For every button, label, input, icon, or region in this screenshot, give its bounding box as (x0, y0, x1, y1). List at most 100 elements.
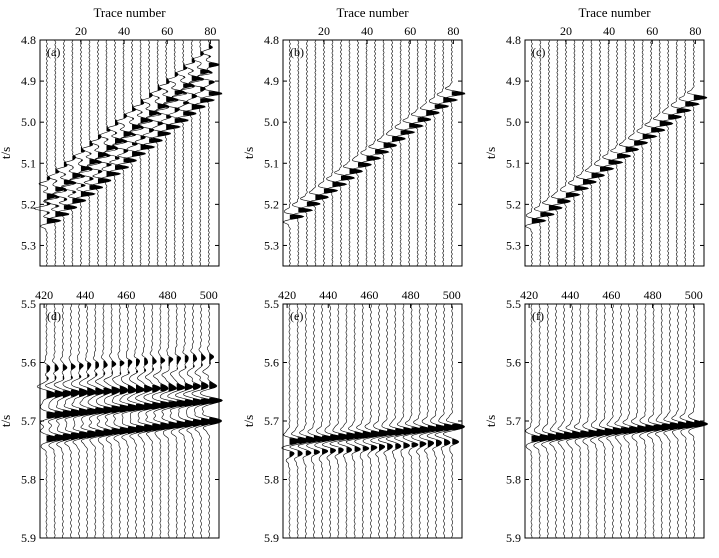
trace-fill (106, 145, 118, 151)
trace-fill (46, 390, 57, 399)
trace-fill (166, 124, 181, 130)
trace-10 (360, 39, 382, 267)
trace-7 (86, 303, 110, 539)
trace-fill (191, 75, 202, 81)
trace-19 (678, 39, 700, 267)
trace-11 (368, 39, 390, 267)
trace-fill (608, 159, 623, 165)
trace-fill (531, 218, 546, 224)
trace-fill (80, 191, 96, 197)
y-axis-title: t/s (241, 415, 256, 427)
y-tick-label: 5.2 (21, 197, 36, 211)
trace-fill (676, 108, 691, 114)
x-tick-label: 60 (646, 24, 658, 38)
y-tick-label: 5.2 (264, 197, 279, 211)
trace-3 (53, 303, 77, 539)
trace-fill (54, 390, 66, 398)
trace-17 (167, 303, 191, 539)
x-tick-label: 440 (76, 288, 94, 302)
trace-12 (127, 39, 156, 267)
trace-fill (645, 424, 659, 432)
trace-fill (106, 171, 121, 177)
trace-8 (94, 39, 122, 267)
trace-4 (62, 303, 85, 539)
trace-1 (33, 39, 62, 267)
trace-7 (334, 39, 355, 267)
trace-fill (298, 207, 313, 213)
trace-fill (596, 429, 610, 437)
y-tick-label: 5.9 (21, 531, 36, 545)
y-axis-title: t/s (483, 415, 498, 427)
trace-fill (132, 142, 138, 146)
trace-16 (162, 39, 189, 267)
trace-fill (192, 354, 197, 362)
trace-fill (152, 402, 166, 410)
trace-6 (568, 39, 590, 267)
trace-5 (559, 39, 581, 267)
x-tick-label: 20 (75, 24, 87, 38)
y-tick-label: 5.6 (21, 356, 36, 370)
trace-17 (170, 39, 197, 267)
trace-fill (395, 443, 401, 449)
trace-fill (132, 124, 143, 130)
x-axis-title: Trace number (336, 5, 409, 20)
trace-9 (101, 39, 129, 267)
trace-8 (342, 39, 364, 267)
panel-label: (e) (290, 309, 303, 323)
trace-21 (442, 303, 465, 539)
trace-18 (670, 39, 692, 267)
panel-b: 20 40 60 80 4.8 4.9 5.0 5.1 5.2 5.3 Trace number t/… (241, 5, 466, 267)
trace-fill (642, 133, 657, 140)
trace-10 (354, 303, 376, 539)
trace-18 (428, 39, 450, 267)
x-tick-label: 480 (402, 288, 420, 302)
trace-19 (187, 39, 216, 267)
trace-fill (87, 387, 97, 396)
trace-12 (127, 303, 150, 539)
trace-fill (354, 446, 361, 452)
y-tick-label: 4.8 (21, 33, 36, 47)
y-tick-label: 5.1 (21, 156, 36, 170)
y-tick-label: 4.9 (21, 74, 36, 88)
x-tick-label: 80 (447, 24, 459, 38)
x-tick-label: 60 (404, 24, 416, 38)
trace-7 (576, 39, 597, 267)
trace-fill (176, 421, 191, 429)
trace-16 (652, 39, 674, 267)
y-tick-label: 5.5 (21, 297, 36, 311)
trace-fill (375, 149, 389, 154)
trace-fill (176, 356, 181, 365)
trace-15 (402, 39, 424, 267)
x-tick-label: 80 (204, 24, 216, 38)
trace-7 (85, 39, 112, 267)
trace-9 (345, 303, 368, 539)
x-tick-label: 40 (603, 24, 615, 38)
trace-fill (637, 425, 651, 433)
y-tick-label: 5.1 (506, 156, 521, 170)
traces-c (525, 39, 708, 267)
trace-fill (209, 381, 217, 389)
y-tick-label: 5.3 (506, 238, 521, 252)
x-tick-label: 40 (118, 24, 130, 38)
x-tick-label: 420 (520, 288, 538, 302)
trace-fill (451, 91, 465, 96)
panel-f: 420 440 460 480 500 5.5 5.6 5.7 5.8 5.9 t/s (f) (483, 288, 709, 545)
trace-18 (175, 303, 199, 539)
trace-13 (377, 303, 401, 539)
y-tick-label: 5.2 (506, 197, 521, 211)
trace-fill (444, 439, 451, 446)
trace-11 (606, 303, 626, 539)
traces-b (283, 39, 466, 267)
trace-fill (140, 144, 155, 150)
traces-a (33, 39, 223, 267)
trace-2 (533, 303, 554, 539)
trace-4 (308, 39, 329, 267)
trace-fill (87, 362, 91, 370)
trace-fill (62, 390, 73, 398)
trace-fill (409, 123, 424, 128)
trace-10 (111, 39, 137, 267)
plot-frame (524, 39, 705, 267)
panel-label: (c) (532, 45, 545, 59)
y-axis-title: t/s (483, 147, 498, 159)
